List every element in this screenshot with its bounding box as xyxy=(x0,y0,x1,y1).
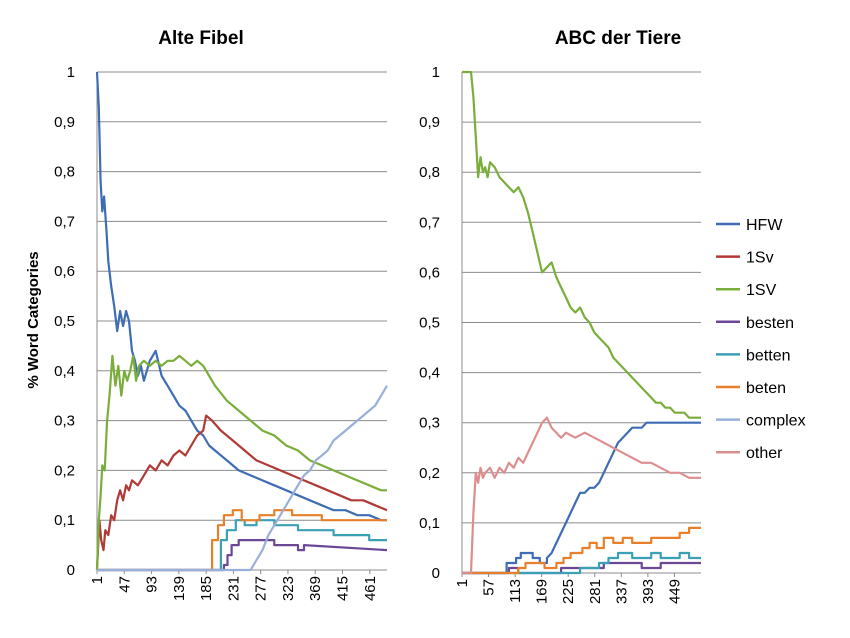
y-tick-label: 0 xyxy=(67,562,75,579)
series-line-1sv xyxy=(95,414,388,571)
x-tick-label: 1 xyxy=(89,576,106,584)
series-line-other xyxy=(462,416,701,575)
x-tick-label: 47 xyxy=(116,576,133,593)
y-tick-label: 0,1 xyxy=(54,512,75,529)
legend-label-1sv: 1SV xyxy=(746,282,777,299)
y-tick-label: 0,6 xyxy=(419,264,440,281)
y-axis-label: % Word Categories xyxy=(25,251,42,388)
y-tick-label: 0,8 xyxy=(54,164,75,181)
y-tick-label: 0,6 xyxy=(54,263,75,280)
legend-label-beten: beten xyxy=(746,380,786,397)
x-tick-label: 323 xyxy=(280,576,297,601)
chart-abc-der-tiere: ABC der Tiere 0 0,1 0,2 0,3 0,4 0,5 0,6 0,7 0,8 0… xyxy=(419,28,701,604)
chart-alte-fibel: Alte Fibel % Word Categories 0 0,1 0,2 0,3 0… xyxy=(25,28,388,601)
y-tick-label: 0,3 xyxy=(54,413,75,430)
x-tick-label: 57 xyxy=(481,579,498,596)
x-tick-label: 393 xyxy=(640,579,657,604)
y-tick-label: 0,3 xyxy=(419,415,440,432)
series-line-1sv xyxy=(462,70,701,419)
y-tick-label: 1 xyxy=(432,64,440,81)
x-tick-label: 185 xyxy=(198,576,215,601)
x-tick-label: 461 xyxy=(362,576,379,601)
y-tick-label: 0,7 xyxy=(54,213,75,230)
x-tick-label: 231 xyxy=(225,576,242,601)
y-tick-label: 0,5 xyxy=(54,313,75,330)
x-tick-label: 277 xyxy=(253,576,270,601)
chart-title-abc-der-tiere: ABC der Tiere xyxy=(555,28,681,49)
legend-label-other: other xyxy=(746,445,783,462)
x-tick-label: 369 xyxy=(307,576,324,601)
x-tick-label: 449 xyxy=(666,579,683,604)
legend-label-complex: complex xyxy=(746,413,806,430)
y-tick-label: 0,1 xyxy=(419,515,440,532)
legend: HFW 1Sv 1SV besten betten beten complex other xyxy=(716,217,806,462)
series-line-besten xyxy=(97,538,388,572)
chart-title-alte-fibel: Alte Fibel xyxy=(158,28,244,49)
series-line-hfw xyxy=(95,71,387,522)
x-tick-label: 415 xyxy=(335,576,352,601)
x-tick-label: 169 xyxy=(534,579,551,604)
legend-label-betten: betten xyxy=(746,347,790,364)
series-line-1sv xyxy=(95,354,387,571)
y-tick-label: 1 xyxy=(67,64,75,81)
x-tick-label: 93 xyxy=(144,576,161,593)
y-tick-label: 0,2 xyxy=(419,465,440,482)
series-line-complex xyxy=(97,385,388,572)
y-tick-label: 0,8 xyxy=(419,164,440,181)
series-line-hfw xyxy=(462,421,701,575)
y-tick-label: 0,4 xyxy=(419,365,440,382)
y-tick-label: 0,9 xyxy=(419,114,440,131)
y-tick-label: 0,5 xyxy=(419,315,440,332)
legend-label-1sv: 1Sv xyxy=(746,250,774,267)
x-tick-label: 225 xyxy=(560,579,577,604)
series-line-beten xyxy=(97,509,387,572)
y-tick-label: 0,2 xyxy=(54,462,75,479)
x-tick-label: 1 xyxy=(454,579,471,587)
x-tick-label: 337 xyxy=(613,579,630,604)
series-line-betten xyxy=(462,551,701,575)
x-tick-label: 281 xyxy=(587,579,604,604)
series-line-betten xyxy=(97,519,387,572)
y-tick-label: 0,4 xyxy=(54,363,75,380)
y-tick-label: 0 xyxy=(432,565,440,582)
legend-label-besten: besten xyxy=(746,315,794,332)
y-tick-label: 0,9 xyxy=(54,114,75,131)
legend-label-hfw: HFW xyxy=(746,217,783,234)
y-tick-label: 0,7 xyxy=(419,214,440,231)
series-line-beten xyxy=(462,526,701,575)
x-tick-label: 139 xyxy=(171,576,188,601)
x-tick-label: 113 xyxy=(507,579,524,603)
